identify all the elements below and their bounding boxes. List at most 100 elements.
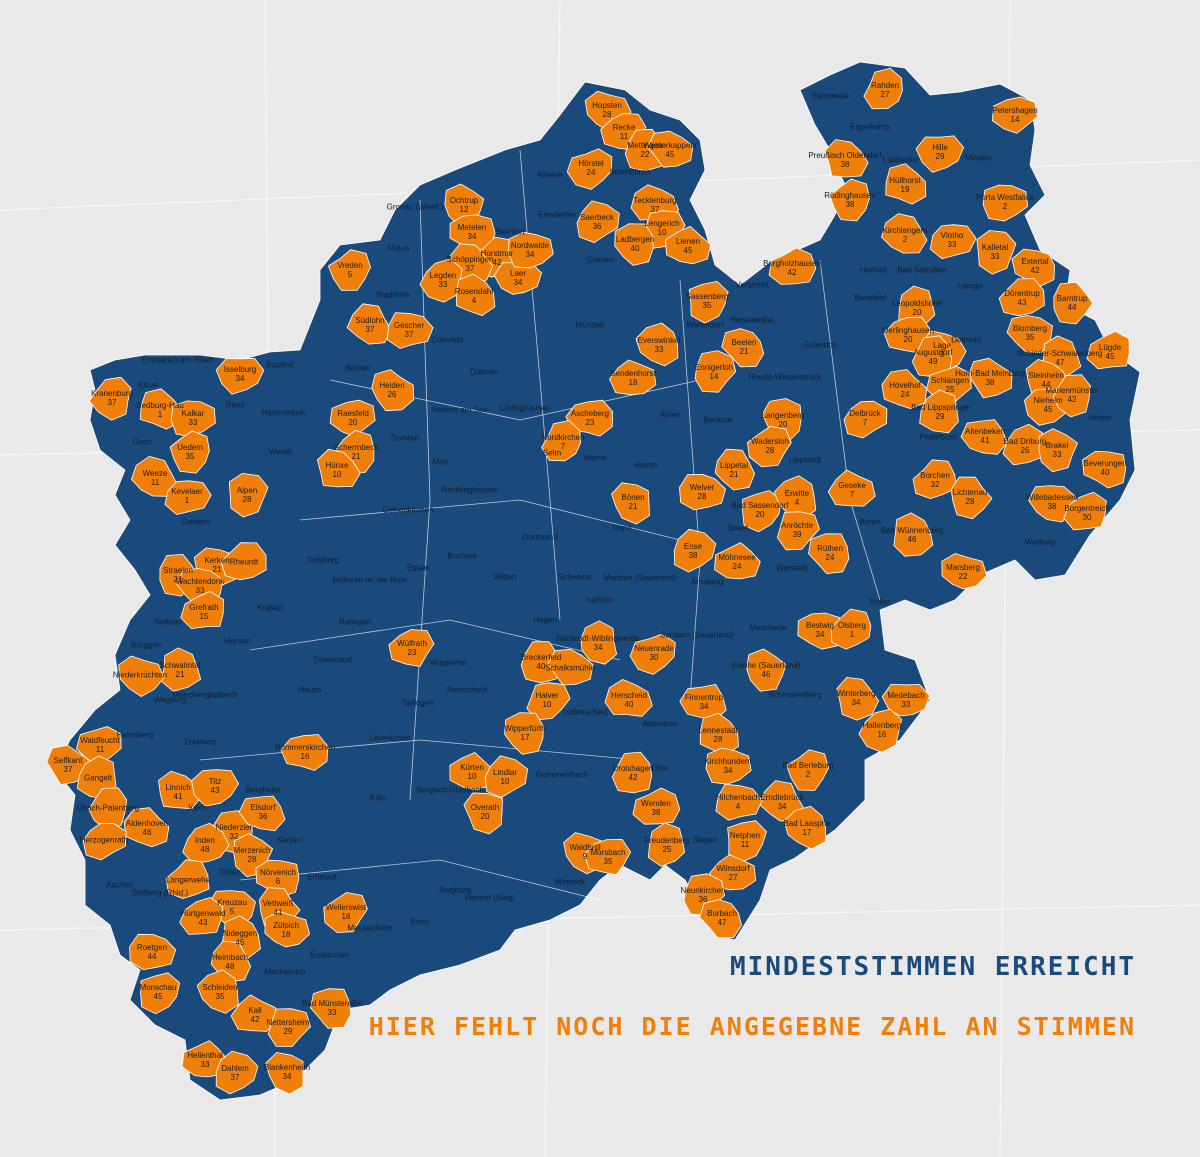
municipality-area <box>694 350 737 393</box>
municipality-area <box>169 430 210 474</box>
municipality-area <box>196 969 239 1014</box>
municipality-area <box>129 933 177 970</box>
municipality-area <box>665 225 711 265</box>
legend-missing: Hier fehlt noch die angegebne Zahl an St… <box>368 1012 1136 1041</box>
municipality-area <box>230 994 279 1032</box>
municipality-area <box>1082 450 1127 489</box>
municipality-area <box>215 357 265 395</box>
municipality-area <box>998 278 1045 317</box>
municipality-area <box>858 708 902 753</box>
municipality-area <box>611 751 653 794</box>
municipality-area <box>1086 330 1130 370</box>
municipality-area <box>968 357 1013 399</box>
municipality-area <box>161 647 202 692</box>
municipality-area <box>180 591 224 629</box>
municipality-area <box>746 648 787 692</box>
municipality-area <box>604 679 653 717</box>
municipality-area <box>883 316 931 354</box>
municipality-area <box>1011 248 1055 287</box>
municipality-area <box>583 839 631 876</box>
municipality-area <box>164 480 212 515</box>
municipality-area <box>310 988 352 1029</box>
municipality-area <box>484 755 528 798</box>
municipality-area <box>829 178 870 222</box>
municipality-area <box>123 807 170 848</box>
municipality-area <box>182 822 230 864</box>
municipality-area <box>881 684 931 717</box>
municipality-area <box>705 747 752 785</box>
municipality-area <box>140 972 181 1015</box>
municipality-area <box>1052 374 1091 418</box>
municipality-area <box>647 130 694 168</box>
municipality-border <box>409 199 431 801</box>
municipality-area <box>715 783 763 821</box>
municipality-area <box>463 792 503 835</box>
municipality-area <box>371 369 415 412</box>
municipality-area <box>629 633 676 675</box>
municipality-area <box>419 258 463 303</box>
municipality-area <box>912 459 957 500</box>
municipality-area <box>929 224 977 260</box>
municipality-area <box>265 1052 304 1095</box>
municipality-area <box>824 139 869 178</box>
municipality-area <box>911 335 953 378</box>
municipality-area <box>982 184 1029 222</box>
municipality-area <box>264 911 311 948</box>
municipality-area <box>635 322 679 367</box>
municipality-area <box>215 1050 259 1095</box>
municipality-area <box>863 67 903 110</box>
municipality-area <box>267 1008 311 1047</box>
municipality-area <box>727 820 767 863</box>
municipality-area <box>885 163 927 205</box>
municipality-area <box>742 490 782 533</box>
municipality-area <box>950 476 993 520</box>
municipality-area <box>699 899 742 938</box>
legend-reached: Mindeststimmen erreicht <box>729 952 1136 982</box>
municipality-area <box>170 400 216 438</box>
municipality-area <box>808 533 850 574</box>
municipality-area <box>1006 315 1053 354</box>
municipality-area <box>721 328 765 368</box>
municipality-area <box>323 892 368 933</box>
municipality-area <box>220 542 267 581</box>
municipality-area <box>688 280 729 324</box>
municipality-border <box>249 619 621 661</box>
municipality-area <box>827 469 876 507</box>
municipality-area <box>1038 428 1078 473</box>
municipality-area <box>836 677 880 721</box>
municipality-area <box>960 419 1008 455</box>
municipality-border <box>239 859 601 901</box>
municipality-area <box>455 273 496 317</box>
municipality-area <box>786 749 829 791</box>
municipality-area <box>541 420 581 462</box>
municipality-area <box>504 712 544 755</box>
municipality-area <box>82 823 127 861</box>
municipality-area <box>881 369 928 410</box>
municipality-area <box>130 455 178 497</box>
municipality-area <box>941 553 988 590</box>
municipality-area <box>566 148 613 190</box>
municipality-area <box>614 223 654 266</box>
municipality-area <box>388 629 435 667</box>
municipality-area <box>329 399 376 437</box>
municipality-area <box>526 682 571 721</box>
municipality-area <box>191 769 240 807</box>
municipality-area <box>830 608 872 650</box>
municipality-area <box>1053 281 1094 325</box>
municipality-area <box>386 312 434 349</box>
municipality-area <box>280 734 329 771</box>
municipality-area <box>118 655 165 697</box>
municipality-area <box>777 511 820 551</box>
municipality-area <box>88 787 128 831</box>
municipality-area <box>179 897 224 935</box>
municipality-area <box>881 213 928 254</box>
municipality-area <box>783 805 826 850</box>
municipality-area <box>547 648 594 686</box>
municipality-area <box>768 247 817 285</box>
municipality-area <box>747 426 792 468</box>
municipality-area <box>915 135 964 173</box>
municipality-area <box>316 448 361 488</box>
municipality-border <box>199 739 641 761</box>
municipality-area <box>449 752 496 791</box>
municipality-area <box>991 96 1038 134</box>
